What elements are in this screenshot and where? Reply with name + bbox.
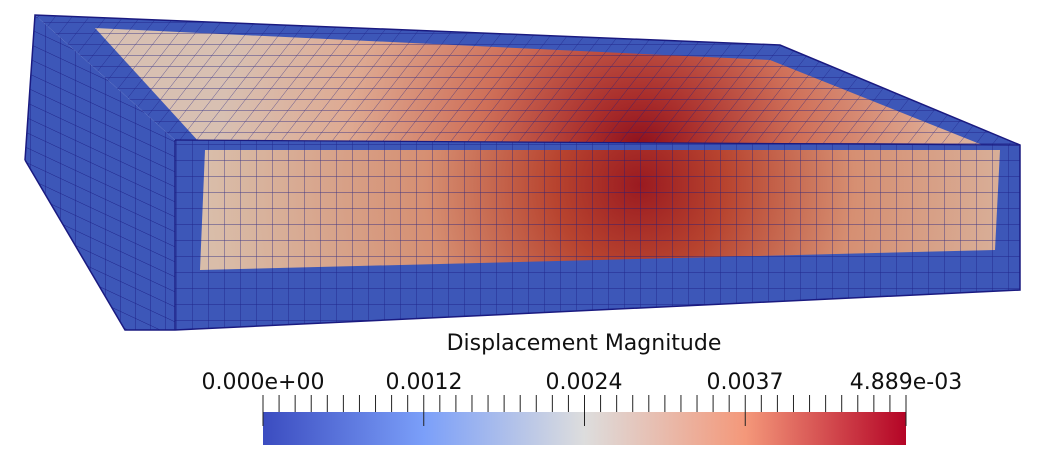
scalar-bar-title: Displacement Magnitude <box>446 331 722 356</box>
scalar-bar-tick-label: 4.889e-03 <box>849 370 963 395</box>
mesh-edges <box>24 14 1021 331</box>
scalar-bar-tick-label: 0.0024 <box>545 370 623 395</box>
scalar-bar-tick-label: 0.0037 <box>706 370 784 395</box>
scalar-bar-tick-label: 0.0012 <box>385 370 463 395</box>
mesh-front-grid <box>175 140 1020 330</box>
mesh-left-face-grid <box>25 15 175 330</box>
scalar-bar-ticks <box>262 395 907 426</box>
mesh-edge-top-front <box>174 139 1021 146</box>
mesh-top-grid <box>35 15 1020 145</box>
scalar-bar-tick-label: 0.000e+00 <box>201 370 325 395</box>
